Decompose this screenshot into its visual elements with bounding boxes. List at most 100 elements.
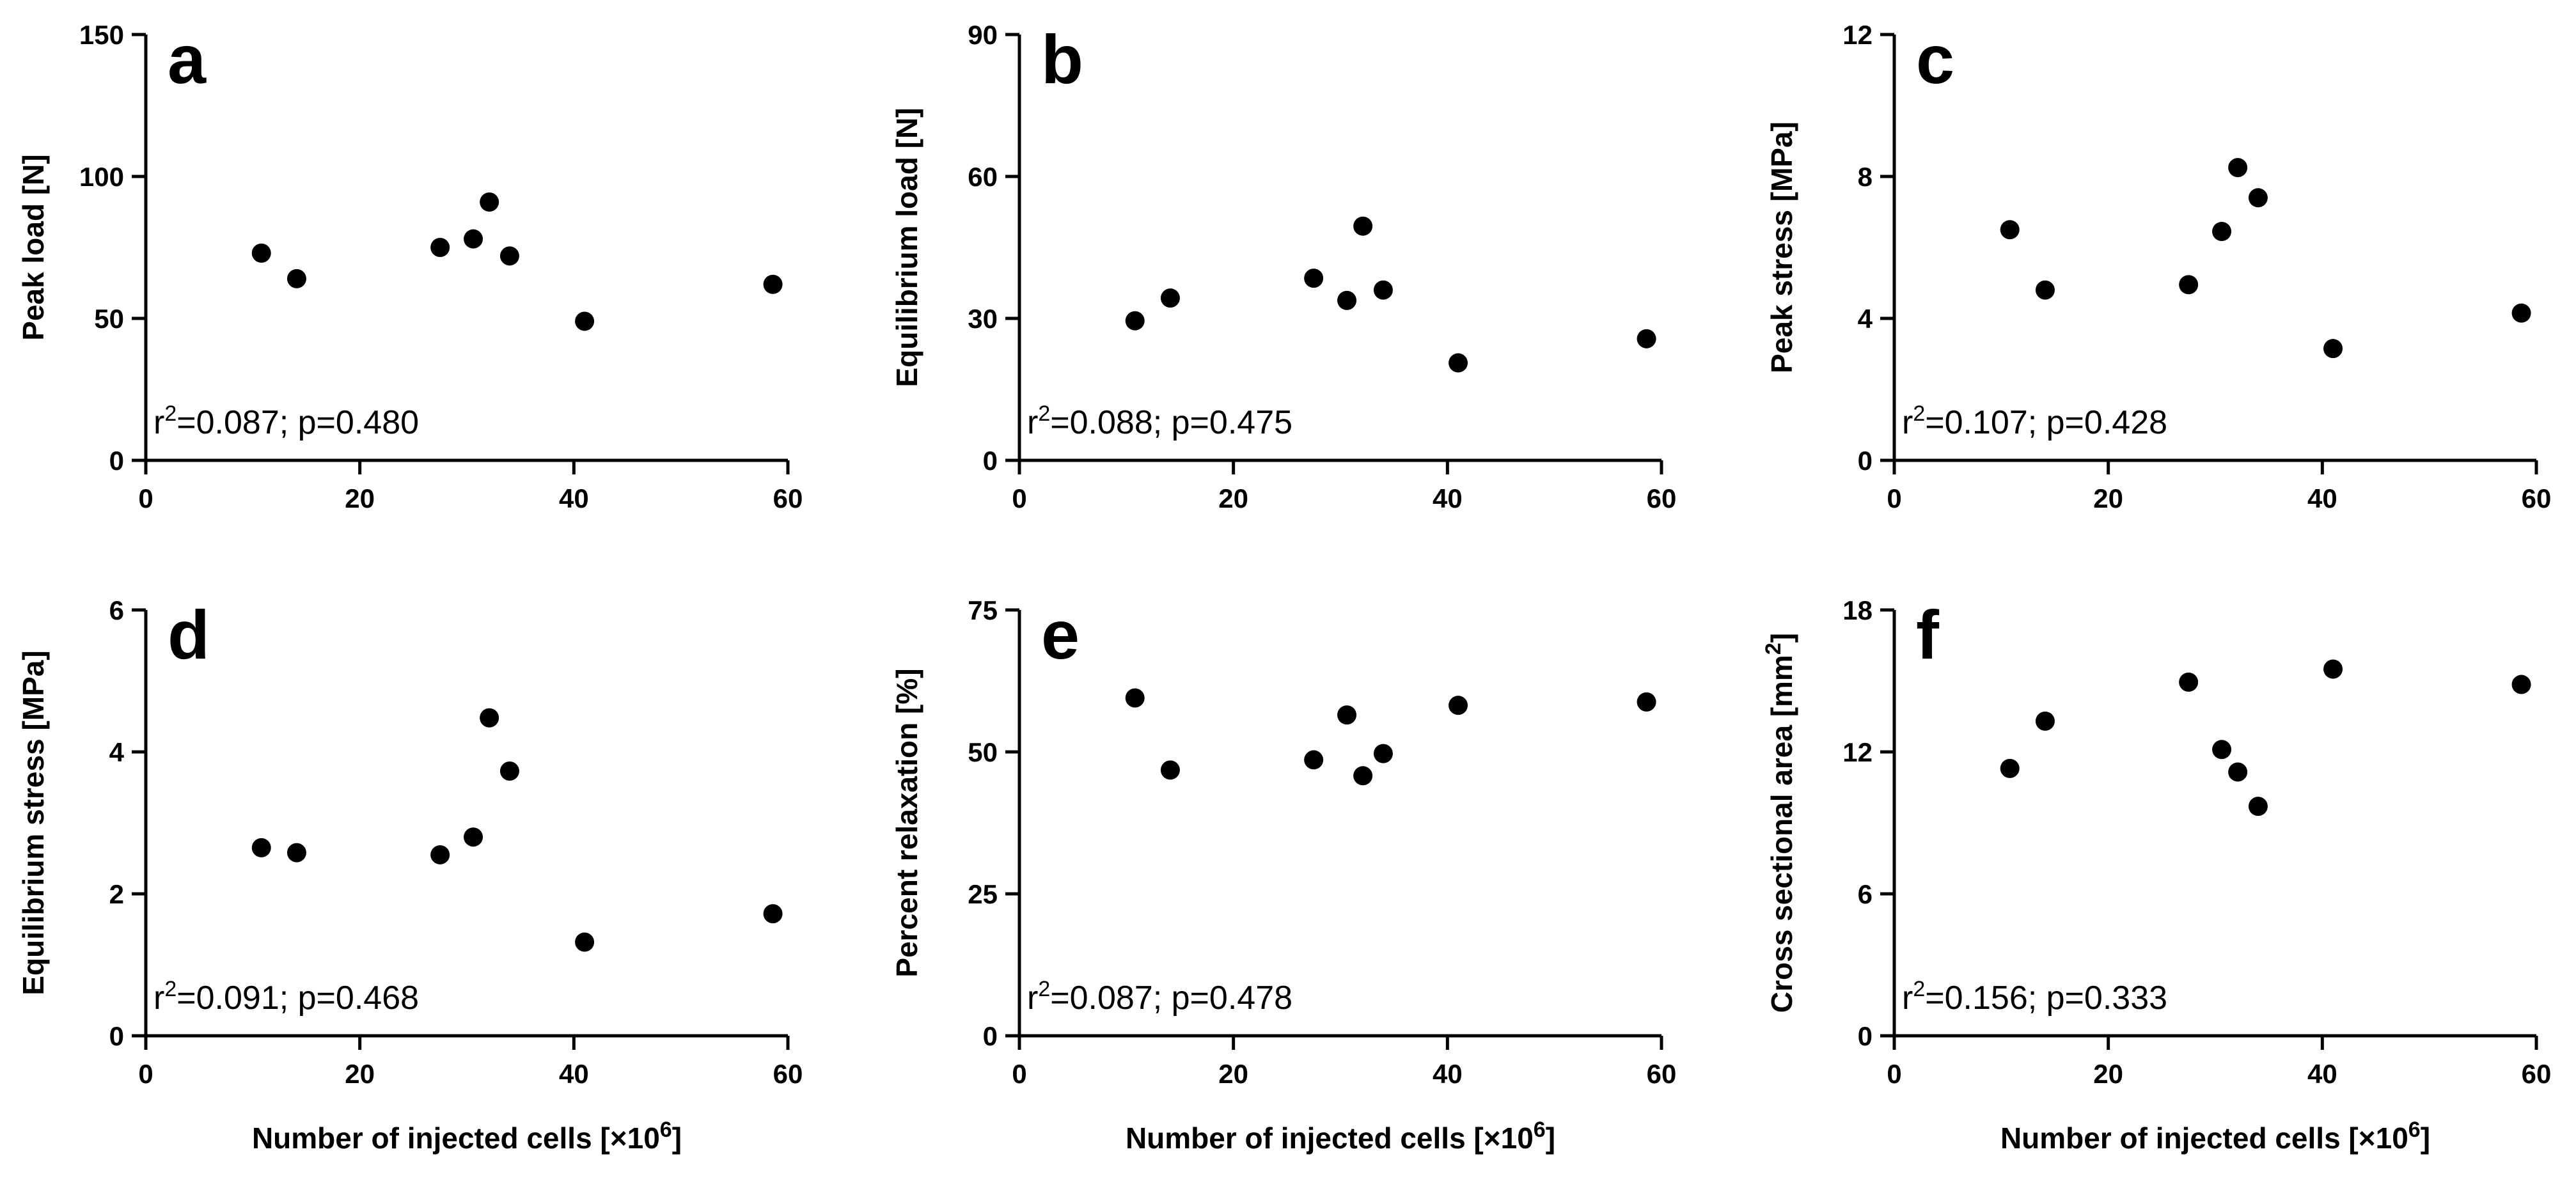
data-point — [2228, 762, 2248, 782]
y-tick-label: 0 — [109, 446, 124, 476]
stat-r: r — [1902, 980, 1913, 1017]
data-point — [2511, 303, 2531, 323]
stat-sup: 2 — [1913, 977, 1925, 1001]
stat-annotation: r2=0.088; p=0.475 — [1027, 402, 1292, 441]
data-point — [2035, 711, 2055, 731]
y-axis-title: Cross sectional area [mm2] — [1761, 633, 1798, 1013]
x-axis-title-tail: ] — [672, 1121, 682, 1155]
y-axis-title: Equilibrium stress [MPa] — [17, 650, 50, 995]
x-axis-title: Number of injected cells [×106] — [2000, 1118, 2430, 1155]
x-tick-label: 0 — [1012, 1059, 1026, 1089]
x-tick-label: 0 — [1887, 483, 1901, 513]
data-point — [2000, 758, 2020, 778]
y-axis-title-text: Peak load [N] — [17, 154, 50, 340]
data-point — [1125, 688, 1145, 708]
data-point — [2511, 675, 2531, 694]
y-tick-label: 50 — [94, 304, 124, 334]
x-axis-title-sup: 6 — [1534, 1118, 1546, 1142]
y-axis-title-sup: 2 — [1761, 643, 1786, 655]
y-axis-title-text: Cross sectional area [mm — [1765, 655, 1798, 1013]
y-tick-label: 0 — [1858, 1021, 1873, 1051]
x-axis-title-text: Number of injected cells [×10 — [2000, 1121, 2408, 1155]
x-tick-label: 60 — [773, 483, 803, 513]
panel-letter: f — [1916, 596, 1940, 673]
x-tick-label: 40 — [559, 483, 589, 513]
stat-values: =0.107; p=0.428 — [1925, 404, 2167, 441]
x-axis-title-tail: ] — [1546, 1121, 1555, 1155]
data-point — [1304, 750, 1324, 770]
data-point — [1637, 692, 1656, 712]
y-axis-title: Percent relaxation [%] — [890, 668, 923, 977]
y-axis-title-text: Percent relaxation [%] — [890, 668, 923, 977]
x-tick-label: 40 — [1433, 1059, 1463, 1089]
stat-values: =0.088; p=0.475 — [1050, 404, 1292, 441]
y-tick-label: 50 — [968, 737, 998, 767]
data-point — [1160, 288, 1180, 308]
data-point — [763, 274, 783, 294]
data-point — [430, 238, 450, 257]
panel-letter: d — [168, 596, 210, 673]
data-point — [2323, 659, 2343, 679]
y-tick-label: 60 — [968, 162, 998, 192]
x-tick-label: 40 — [559, 1059, 589, 1089]
x-tick-label: 20 — [345, 483, 375, 513]
y-tick-label: 8 — [1858, 162, 1873, 192]
x-tick-label: 60 — [773, 1059, 803, 1089]
x-tick-label: 0 — [138, 483, 153, 513]
x-axis-title-sup: 6 — [660, 1118, 672, 1142]
y-axis-title: Peak stress [MPa] — [1765, 121, 1798, 373]
data-point — [499, 761, 519, 781]
data-point — [763, 904, 783, 924]
x-axis-title: Number of injected cells [×106] — [252, 1118, 682, 1155]
data-point — [251, 243, 271, 263]
x-axis-title-text: Number of injected cells [×10 — [252, 1121, 660, 1155]
data-point — [287, 269, 306, 288]
data-point — [1304, 269, 1324, 288]
stat-annotation: r2=0.087; p=0.478 — [1027, 977, 1292, 1017]
y-axis-title: Equilibrium load [N] — [890, 108, 923, 387]
data-point — [464, 827, 483, 847]
x-tick-label: 20 — [1218, 483, 1248, 513]
data-point — [2179, 275, 2199, 295]
y-axis-title-text: Equilibrium load [N] — [890, 108, 923, 387]
data-point — [2035, 280, 2055, 300]
data-point — [2212, 222, 2232, 242]
panel-a: 0 50 100 150 0 20 40 60 Peak load [N] a r2=0.087; … — [17, 20, 803, 513]
x-tick-label: 0 — [138, 1059, 153, 1089]
y-tick-label: 75 — [968, 595, 998, 625]
x-tick-label: 20 — [345, 1059, 375, 1089]
y-tick-label: 6 — [1858, 879, 1873, 909]
data-point — [1353, 766, 1373, 786]
x-tick-label: 60 — [2522, 1059, 2552, 1089]
data-point — [2000, 220, 2020, 240]
x-tick-label: 0 — [1887, 1059, 1901, 1089]
y-tick-label: 90 — [968, 20, 998, 50]
y-tick-label: 25 — [968, 879, 998, 909]
panel-letter: e — [1041, 596, 1080, 673]
data-point — [1337, 290, 1357, 310]
stat-annotation: r2=0.107; p=0.428 — [1902, 402, 2167, 441]
y-tick-label: 30 — [968, 304, 998, 334]
x-axis-title-text: Number of injected cells [×10 — [1126, 1121, 1534, 1155]
data-point — [1637, 329, 1656, 348]
y-axis-title-text: Peak stress [MPa] — [1765, 121, 1798, 373]
x-axis-title-tail: ] — [2421, 1121, 2430, 1155]
x-tick-label: 20 — [2093, 483, 2123, 513]
x-axis-title-sup: 6 — [2408, 1118, 2421, 1142]
data-point — [1125, 311, 1145, 331]
stat-annotation: r2=0.091; p=0.468 — [153, 977, 419, 1017]
y-tick-label: 6 — [109, 595, 124, 625]
panel-e: 0 25 50 75 0 20 40 60 Percent relaxation [%] Numb… — [890, 595, 1676, 1155]
stat-r: r — [1027, 980, 1038, 1017]
y-tick-label: 4 — [109, 737, 125, 767]
x-tick-label: 40 — [2307, 483, 2337, 513]
stat-r: r — [153, 980, 164, 1017]
data-point — [430, 845, 450, 864]
data-point — [2248, 797, 2268, 816]
stat-values: =0.087; p=0.480 — [177, 404, 419, 441]
y-tick-label: 4 — [1858, 304, 1873, 334]
data-point — [1160, 760, 1180, 780]
data-point — [2212, 740, 2232, 760]
y-tick-label: 150 — [79, 20, 124, 50]
data-point — [2179, 672, 2199, 692]
